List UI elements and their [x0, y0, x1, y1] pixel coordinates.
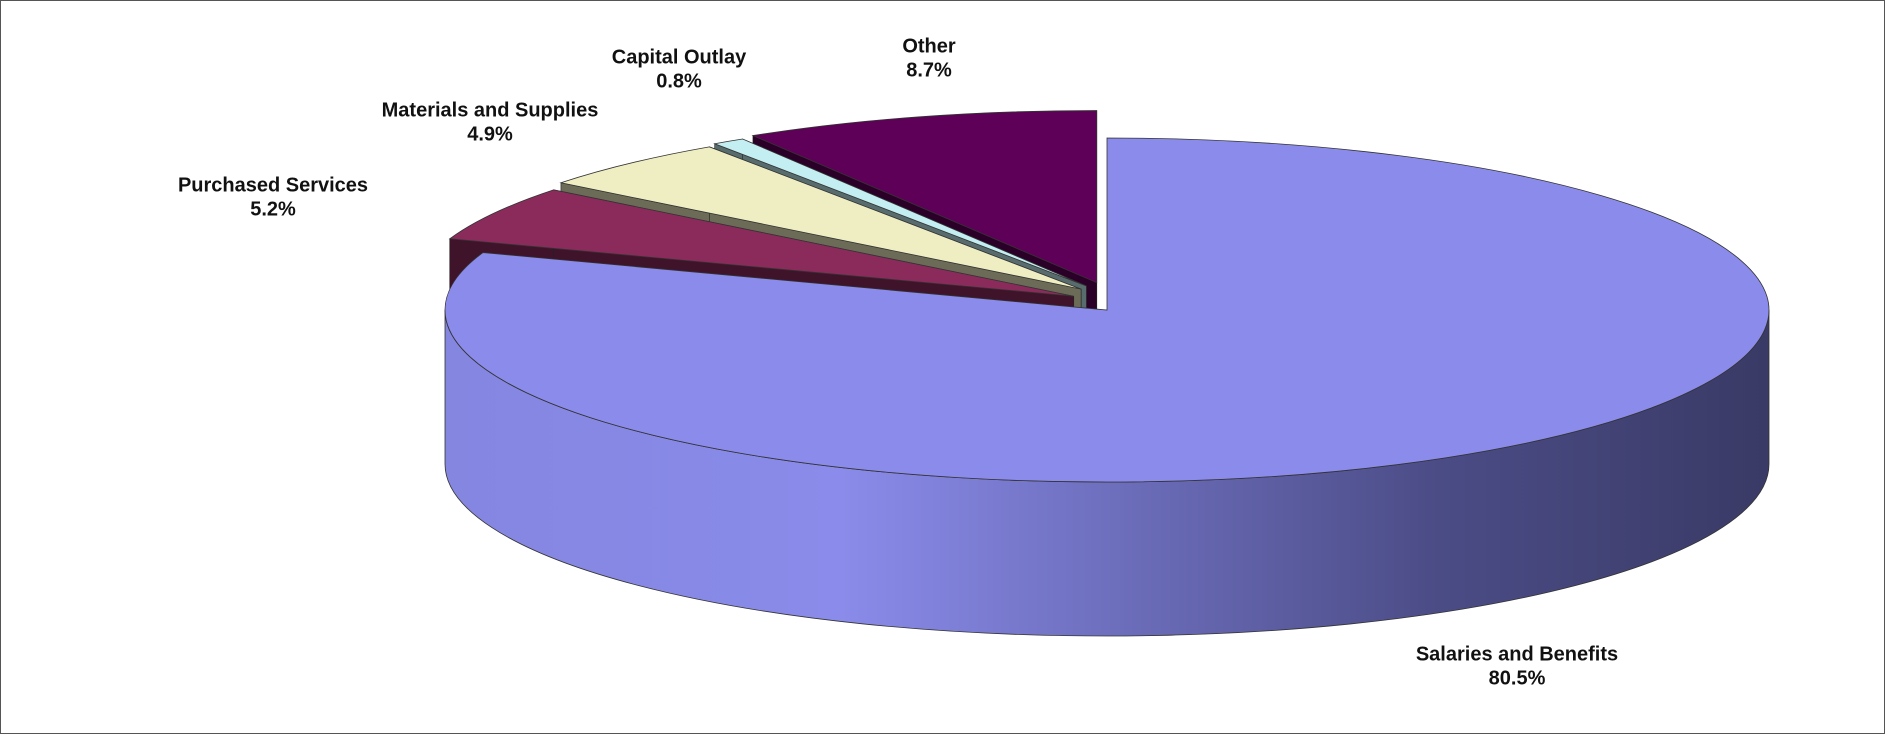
- value-label: 5.2%: [250, 198, 296, 220]
- value-label: 80.5%: [1489, 667, 1546, 689]
- value-label: 0.8%: [656, 70, 702, 92]
- value-label: 8.7%: [906, 59, 952, 81]
- slice-label: Materials and Supplies: [382, 99, 599, 121]
- slice: [559, 146, 1082, 290]
- value-label: 4.9%: [467, 123, 513, 145]
- slice-label: Salaries and Benefits: [1416, 643, 1618, 665]
- slice: [444, 137, 1770, 483]
- slice-label: Other: [902, 35, 956, 57]
- slice: [448, 189, 1074, 297]
- slice: [713, 138, 1087, 287]
- slice-label: Purchased Services: [178, 174, 368, 196]
- slice-label: Capital Outlay: [612, 46, 747, 68]
- slice: [751, 110, 1098, 284]
